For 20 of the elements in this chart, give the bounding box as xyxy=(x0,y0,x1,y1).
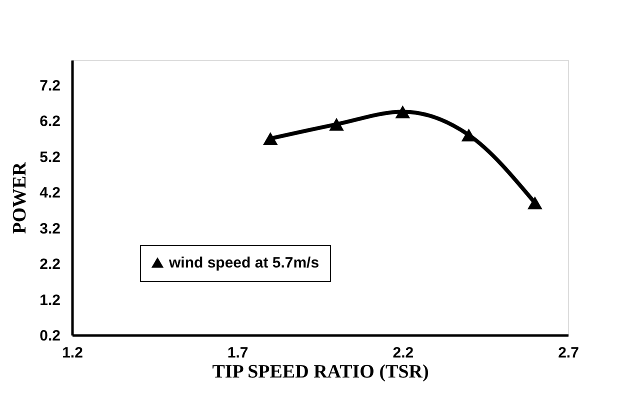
point xyxy=(461,128,476,142)
y-tick-label: 6.2 xyxy=(40,113,60,130)
point xyxy=(528,196,542,210)
x-tick-label: 2.2 xyxy=(392,344,414,362)
x-axis-title: TIP SPEED RATIO (TSR) xyxy=(212,362,429,382)
y-tick-label: 0.2 xyxy=(40,328,60,344)
y-tick-label: 7.2 xyxy=(40,78,60,94)
y-tick-label: 3.2 xyxy=(40,220,60,238)
y-axis-title: POWER xyxy=(10,162,31,234)
y-tick-label: 1.2 xyxy=(40,292,60,309)
y-tick-label: 2.2 xyxy=(40,256,60,274)
y-tick-label: 5.2 xyxy=(40,148,60,166)
point xyxy=(395,105,410,118)
point xyxy=(329,118,344,131)
x-tick-label: 1.7 xyxy=(227,344,248,362)
x-tick-label: 2.7 xyxy=(558,344,579,362)
point xyxy=(262,132,278,145)
y-tick-label: 4.2 xyxy=(40,184,60,202)
x-tick-label: 1.2 xyxy=(62,344,83,362)
legend-label: wind speed at 5.7m/s xyxy=(168,254,320,272)
